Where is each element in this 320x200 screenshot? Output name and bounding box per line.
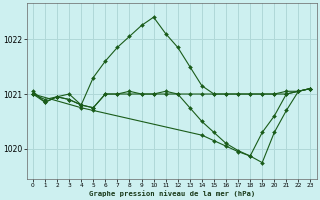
X-axis label: Graphe pression niveau de la mer (hPa): Graphe pression niveau de la mer (hPa) — [89, 190, 255, 197]
